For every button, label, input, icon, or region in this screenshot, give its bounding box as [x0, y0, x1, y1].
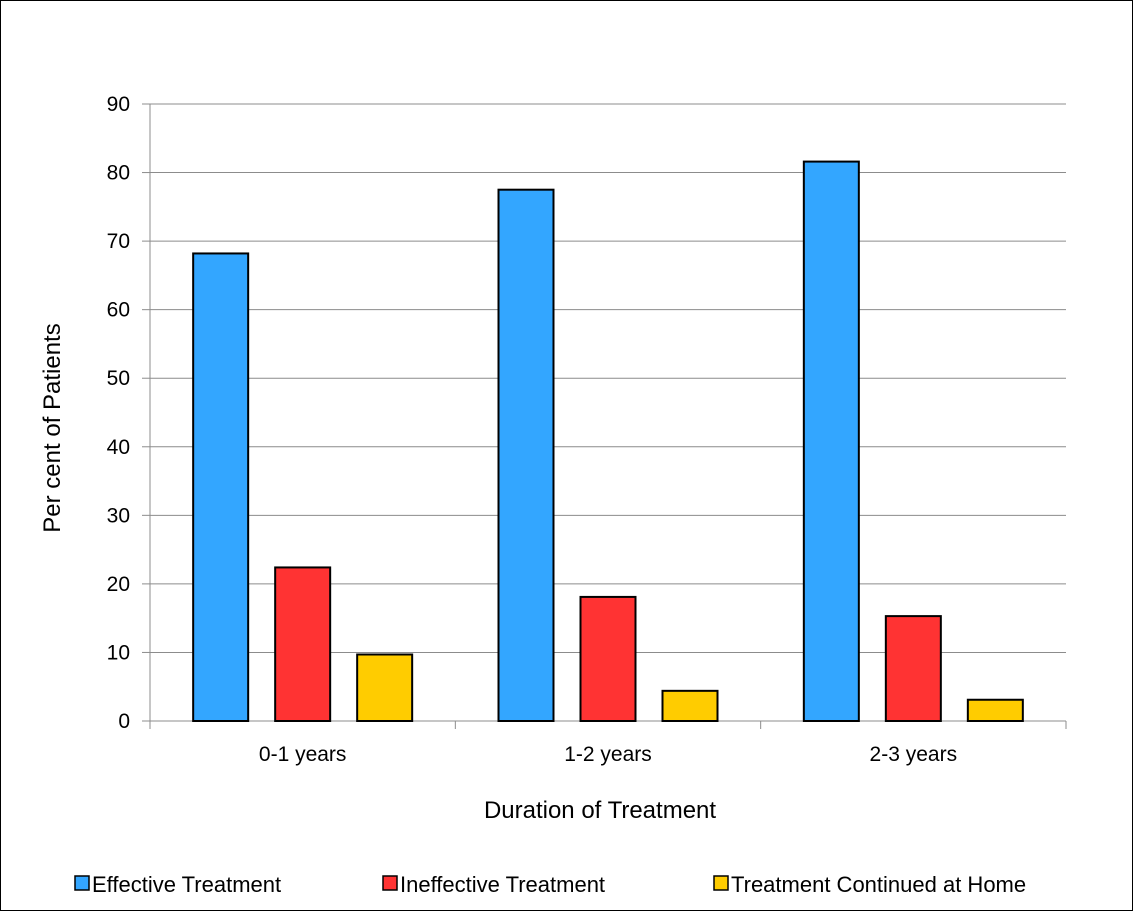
- legend: Effective Treatment Ineffective Treatment…: [74, 872, 1026, 897]
- bar-effective-treatment-0-1-years: [192, 252, 250, 722]
- legend-item: Treatment Continued at Home: [713, 872, 1026, 897]
- y-tick-label: 40: [107, 436, 130, 459]
- x-tick-label: 0-1 years: [259, 743, 347, 766]
- bar-treatment-continued-at-home-0-1-years: [356, 653, 414, 722]
- bar-effective-treatment-1-2-years: [497, 188, 555, 722]
- x-tick-labels: 0-1 years 1-2 years 2-3 years: [259, 743, 957, 766]
- y-axis-title: Per cent of Patients: [39, 323, 66, 532]
- bar-effective-treatment-2-3-years: [802, 160, 860, 722]
- legend-swatch: [382, 875, 398, 891]
- legend-label: Ineffective Treatment: [400, 872, 605, 897]
- y-tick-label: 60: [107, 299, 130, 322]
- x-tick-label: 2-3 years: [870, 743, 958, 766]
- y-tick-label: 20: [107, 573, 130, 596]
- y-tick-label: 50: [107, 367, 130, 390]
- legend-item: Effective Treatment: [74, 872, 281, 897]
- y-tick-label: 30: [107, 504, 130, 527]
- bar-ineffective-treatment-0-1-years: [274, 566, 332, 722]
- y-tick-label: 80: [107, 162, 130, 185]
- x-axis-title: Duration of Treatment: [484, 797, 716, 824]
- bar-ineffective-treatment-2-3-years: [884, 615, 942, 722]
- y-tick-label: 90: [107, 93, 130, 116]
- legend-item: Ineffective Treatment: [382, 872, 605, 897]
- bar-treatment-continued-at-home-2-3-years: [966, 698, 1024, 723]
- bar-ineffective-treatment-1-2-years: [579, 595, 637, 722]
- y-tick-label: 0: [118, 710, 130, 733]
- y-tick-label: 10: [107, 641, 130, 664]
- x-tick-label: 1-2 years: [564, 743, 652, 766]
- bars: [192, 160, 1024, 723]
- legend-swatch: [74, 875, 90, 891]
- legend-swatch: [713, 875, 729, 891]
- bar-treatment-continued-at-home-1-2-years: [661, 689, 719, 723]
- y-tick-labels: 0 10 20 30 40 50 60 70 80 90: [107, 93, 130, 733]
- y-tick-label: 70: [107, 230, 130, 253]
- legend-label: Treatment Continued at Home: [731, 872, 1026, 897]
- legend-label: Effective Treatment: [92, 872, 281, 897]
